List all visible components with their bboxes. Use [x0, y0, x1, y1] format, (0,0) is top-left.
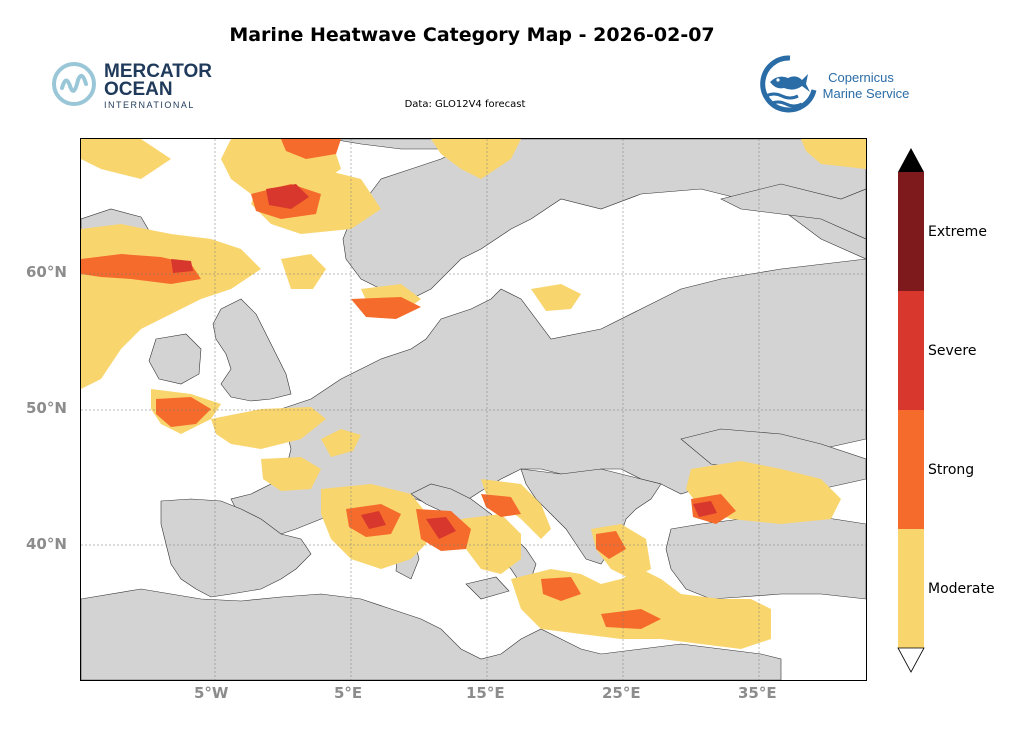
lon-tick-5w: 5°W — [194, 684, 229, 702]
lon-tick-35e: 35°E — [738, 684, 777, 702]
colorbar-severe — [898, 291, 924, 410]
north-africa — [81, 588, 782, 680]
colorbar-label-extreme: Extreme — [928, 224, 987, 240]
heatwave-patches — [81, 139, 866, 649]
iberia — [160, 498, 312, 598]
lat-tick-50n: 50°N — [26, 399, 67, 417]
great-britain — [212, 298, 292, 402]
copernicus-marine-logo: Copernicus Marine Service — [760, 55, 910, 113]
mercator-line2: OCEAN — [104, 79, 173, 100]
colorbar-extend-max-arrow — [898, 148, 924, 172]
ireland — [148, 333, 202, 385]
colorbar-label-severe: Severe — [928, 343, 977, 359]
copernicus-fish-icon — [760, 55, 817, 113]
lat-tick-40n: 40°N — [26, 535, 67, 553]
mercator-line1: MERCATOR — [104, 61, 212, 82]
turkey — [665, 516, 866, 600]
lon-tick-5e: 5°E — [334, 684, 363, 702]
map-panel — [80, 138, 867, 681]
colorbar-label-strong: Strong — [928, 462, 975, 478]
mercator-ocean-logo: MERCATOR OCEAN INTERNATIONAL — [52, 61, 212, 110]
severe-patches — [171, 184, 717, 539]
graticule — [81, 139, 866, 680]
copernicus-line2: Marine Service — [823, 86, 910, 101]
mercator-line3: INTERNATIONAL — [104, 100, 195, 110]
kola-peninsula — [720, 183, 866, 240]
colorbar-label-moderate: Moderate — [928, 581, 995, 597]
data-source-label: Data: GLO12V4 forecast — [404, 99, 526, 110]
colorbar — [897, 148, 925, 673]
colorbar-extreme — [898, 172, 924, 291]
colorbar-moderate — [898, 529, 924, 648]
lat-tick-60n: 60°N — [26, 263, 67, 281]
heatwave-map — [81, 139, 866, 680]
lon-tick-15e: 15°E — [466, 684, 505, 702]
copernicus-line1: Copernicus — [828, 70, 894, 85]
sicily — [465, 576, 510, 600]
lon-tick-25e: 25°E — [602, 684, 641, 702]
mercator-wave-icon — [52, 62, 96, 106]
colorbar-extend-min-arrow — [897, 647, 925, 673]
map-title: Marine Heatwave Category Map - 2026-02-0… — [229, 24, 715, 46]
colorbar-strong — [898, 410, 924, 529]
